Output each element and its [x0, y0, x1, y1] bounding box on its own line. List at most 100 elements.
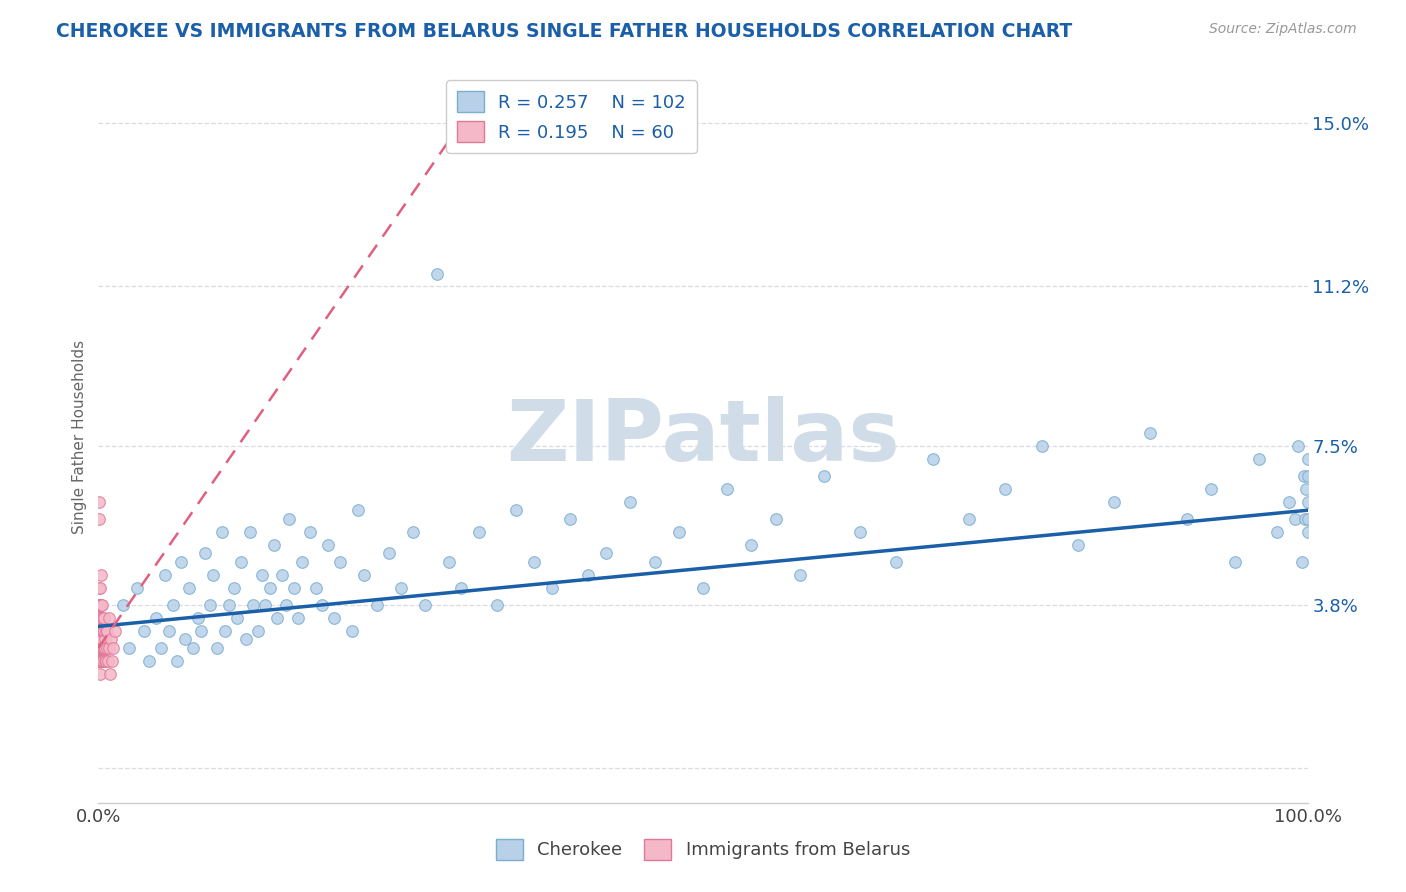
- Point: [89, 632, 111, 647]
- Point: [413, 598, 436, 612]
- Point: [1031, 439, 1053, 453]
- Point: [305, 581, 328, 595]
- Point: [619, 494, 641, 508]
- Point: [342, 624, 364, 638]
- Point: [250, 567, 273, 582]
- Point: [1102, 494, 1125, 508]
- Point: [87, 654, 110, 668]
- Point: [765, 512, 787, 526]
- Point: [849, 524, 872, 539]
- Point: [523, 555, 546, 569]
- Point: [187, 611, 209, 625]
- Point: [274, 598, 297, 612]
- Point: [98, 666, 121, 681]
- Point: [266, 611, 288, 625]
- Point: [271, 567, 294, 582]
- Point: [235, 632, 257, 647]
- Point: [329, 555, 352, 569]
- Point: [89, 624, 111, 638]
- Point: [1296, 524, 1319, 539]
- Point: [194, 546, 217, 560]
- Point: [94, 624, 117, 638]
- Point: [91, 640, 114, 655]
- Point: [886, 555, 908, 569]
- Point: [90, 654, 112, 668]
- Point: [311, 598, 333, 612]
- Point: [89, 494, 111, 508]
- Point: [90, 624, 112, 638]
- Point: [644, 555, 666, 569]
- Point: [486, 598, 509, 612]
- Point: [87, 598, 110, 612]
- Point: [1139, 425, 1161, 440]
- Point: [1249, 451, 1271, 466]
- Point: [1267, 524, 1289, 539]
- Point: [239, 524, 262, 539]
- Point: [89, 666, 111, 681]
- Point: [1294, 512, 1316, 526]
- Point: [1296, 494, 1319, 508]
- Point: [96, 624, 118, 638]
- Point: [316, 538, 339, 552]
- Point: [1286, 439, 1309, 453]
- Point: [278, 512, 301, 526]
- Point: [179, 581, 201, 595]
- Point: [89, 581, 111, 595]
- Point: [89, 640, 111, 655]
- Point: [254, 598, 277, 612]
- Point: [402, 524, 425, 539]
- Point: [1296, 451, 1319, 466]
- Point: [1284, 512, 1306, 526]
- Point: [994, 482, 1017, 496]
- Point: [93, 624, 115, 638]
- Point: [96, 654, 118, 668]
- Point: [89, 611, 111, 625]
- Point: [98, 640, 121, 655]
- Point: [229, 555, 252, 569]
- Point: [87, 624, 110, 638]
- Point: [190, 624, 212, 638]
- Point: [94, 632, 117, 647]
- Point: [153, 567, 176, 582]
- Point: [169, 555, 191, 569]
- Point: [90, 624, 112, 638]
- Point: [218, 598, 240, 612]
- Point: [1223, 555, 1246, 569]
- Point: [89, 598, 111, 612]
- Point: [162, 598, 184, 612]
- Point: [299, 524, 322, 539]
- Point: [90, 567, 112, 582]
- Point: [89, 632, 111, 647]
- Point: [1278, 494, 1301, 508]
- Point: [90, 611, 112, 625]
- Point: [118, 640, 141, 655]
- Point: [97, 654, 120, 668]
- Point: [89, 581, 111, 595]
- Point: [138, 654, 160, 668]
- Point: [1291, 555, 1313, 569]
- Point: [1292, 468, 1315, 483]
- Point: [1175, 512, 1198, 526]
- Point: [226, 611, 249, 625]
- Point: [353, 567, 375, 582]
- Point: [134, 624, 156, 638]
- Point: [389, 581, 412, 595]
- Point: [90, 624, 112, 638]
- Point: [90, 598, 112, 612]
- Point: [93, 654, 115, 668]
- Point: [94, 640, 117, 655]
- Point: [740, 538, 762, 552]
- Point: [1296, 512, 1319, 526]
- Point: [957, 512, 980, 526]
- Point: [1067, 538, 1090, 552]
- Point: [505, 503, 527, 517]
- Point: [247, 624, 270, 638]
- Point: [87, 632, 110, 647]
- Point: [576, 567, 599, 582]
- Point: [91, 654, 114, 668]
- Point: [157, 624, 180, 638]
- Point: [100, 632, 122, 647]
- Point: [287, 611, 309, 625]
- Point: [150, 640, 173, 655]
- Point: [558, 512, 581, 526]
